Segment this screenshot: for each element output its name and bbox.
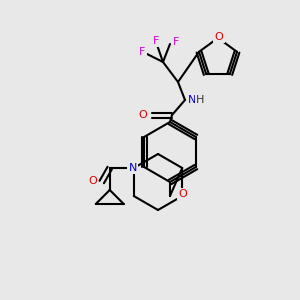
Text: O: O <box>138 110 147 120</box>
Text: F: F <box>139 47 145 57</box>
Text: O: O <box>178 189 187 199</box>
Text: F: F <box>153 36 159 46</box>
Text: O: O <box>214 32 224 42</box>
Text: F: F <box>173 37 179 47</box>
Text: H: H <box>196 95 204 105</box>
Text: N: N <box>188 95 196 105</box>
Text: O: O <box>88 176 97 186</box>
Text: N: N <box>129 163 137 173</box>
